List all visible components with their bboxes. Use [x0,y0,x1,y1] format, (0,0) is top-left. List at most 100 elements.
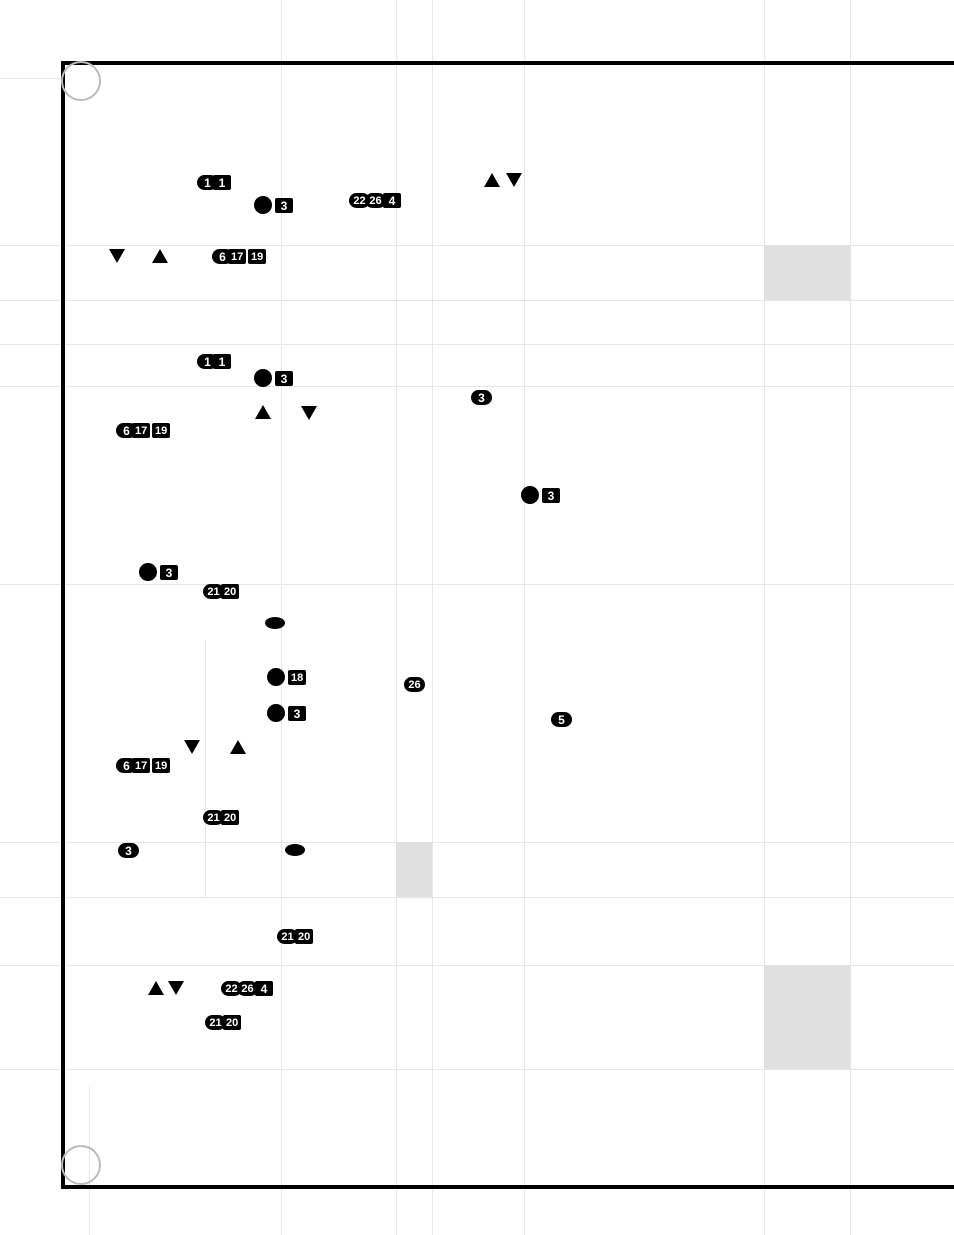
grid-h [0,344,954,345]
box-label: 3 [281,199,288,213]
box-label: 3 [166,566,173,580]
pill-label: 26 [241,983,253,995]
grid-v [850,0,851,1235]
pill-label: 26 [408,679,420,691]
box-marker: 1 [213,354,231,369]
box-label: 20 [226,1017,238,1029]
grid-h [0,300,954,301]
box-label: 18 [291,672,303,684]
triangle-down-icon [109,249,125,263]
box-marker: 19 [152,758,170,773]
pill-label: 26 [369,195,381,207]
shaded-cell [396,842,432,897]
grid-seg [0,78,65,79]
triangle-up-icon [484,173,500,187]
box-label: 4 [261,982,268,996]
triangle-down-icon [168,981,184,995]
box-label: 1 [219,176,226,190]
pill-label: 6 [123,759,130,773]
box-marker: 18 [288,670,306,685]
grid-h [0,842,954,843]
grid-h [0,386,954,387]
pill-label: 21 [209,1017,221,1029]
pill-label: 21 [207,586,219,598]
triangle-up-icon [255,405,271,419]
box-marker: 3 [288,706,306,721]
box-marker: 17 [132,423,150,438]
ellipse-icon [265,617,285,629]
shaded-cell [764,245,850,300]
pill-marker: 5 [551,712,572,727]
dot-icon [521,486,539,504]
box-label: 3 [281,372,288,386]
pill-label: 6 [219,250,226,264]
box-marker: 20 [221,810,239,825]
box-label: 4 [389,194,396,208]
box-marker: 17 [228,249,246,264]
grid-v [396,0,397,1235]
box-marker: 20 [223,1015,241,1030]
grid-h [0,1069,954,1070]
box-label: 20 [298,931,310,943]
pill-marker: 3 [118,843,139,858]
triangle-down-icon [184,740,200,754]
box-marker: 3 [275,198,293,213]
dot-icon [267,704,285,722]
ellipse-icon [285,844,305,856]
box-label: 19 [155,760,167,772]
triangle-up-icon [152,249,168,263]
box-marker: 3 [542,488,560,503]
triangle-up-icon [148,981,164,995]
pill-marker: 3 [471,390,492,405]
dot-icon [267,668,285,686]
registration-mark [61,61,101,101]
grid-v [432,0,433,1235]
box-label: 3 [294,707,301,721]
shaded-cell [764,965,850,1069]
pill-label: 3 [125,844,132,858]
box-label: 20 [224,586,236,598]
box-marker: 20 [295,929,313,944]
box-marker: 4 [383,193,401,208]
box-marker: 4 [255,981,273,996]
dot-icon [139,563,157,581]
pill-label: 3 [478,391,485,405]
pill-marker: 26 [404,677,425,692]
box-marker: 1 [213,175,231,190]
box-marker: 3 [275,371,293,386]
triangle-up-icon [230,740,246,754]
box-marker: 20 [221,584,239,599]
box-label: 17 [135,760,147,772]
triangle-down-icon [301,406,317,420]
box-label: 17 [231,251,243,263]
grid-h [0,897,954,898]
box-marker: 17 [132,758,150,773]
registration-mark [61,1145,101,1185]
pill-label: 22 [353,195,365,207]
diagram-canvas: 1 22 26 6 1 3 6 21 26 5 6 21 3 21 22 26 … [0,0,954,1235]
box-marker: 19 [152,423,170,438]
box-marker: 3 [160,565,178,580]
box-label: 1 [219,355,226,369]
box-label: 20 [224,812,236,824]
grid-v [524,0,525,1235]
pill-label: 1 [204,176,211,190]
grid-seg [205,641,206,897]
pill-label: 6 [123,424,130,438]
grid-h [0,584,954,585]
page-frame-top [61,61,954,65]
pill-label: 1 [204,355,211,369]
pill-label: 21 [207,812,219,824]
box-label: 19 [251,251,263,263]
box-label: 3 [548,489,555,503]
pill-label: 22 [225,983,237,995]
triangle-down-icon [506,173,522,187]
dot-icon [254,196,272,214]
box-label: 19 [155,425,167,437]
dot-icon [254,369,272,387]
pill-label: 5 [558,713,565,727]
page-frame-left [61,61,65,1189]
box-label: 17 [135,425,147,437]
pill-label: 21 [281,931,293,943]
box-marker: 19 [248,249,266,264]
